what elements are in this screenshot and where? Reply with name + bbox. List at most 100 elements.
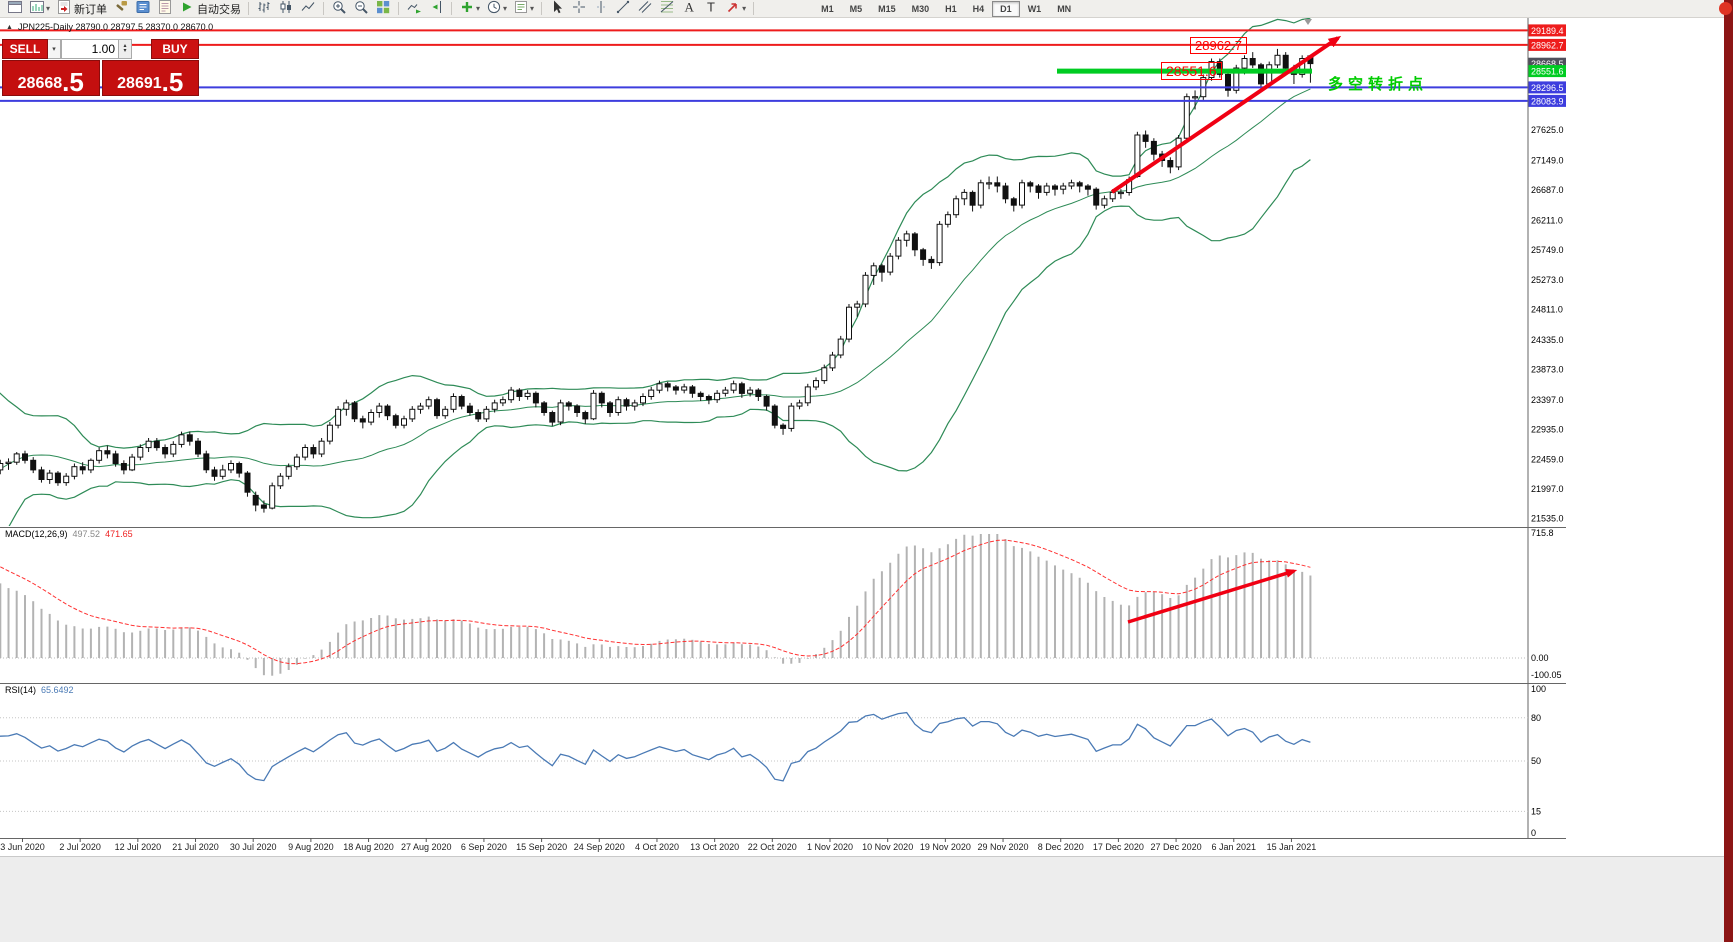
svg-text:24811.0: 24811.0: [1531, 305, 1563, 315]
timeframe-m5[interactable]: M5: [849, 3, 863, 14]
zoom-out-button[interactable]: [350, 0, 372, 17]
toolbar-separator: [753, 2, 755, 15]
timeframe-mn[interactable]: MN: [1057, 3, 1072, 14]
chart-shift-button[interactable]: [425, 0, 447, 17]
timeframe-h1[interactable]: H1: [945, 3, 957, 14]
svg-text:28296.5: 28296.5: [1531, 83, 1564, 93]
trend-arrow-macd[interactable]: [1127, 569, 1298, 624]
new-chart-button[interactable]: ▾: [26, 0, 53, 17]
timeframe-w1[interactable]: W1: [1027, 3, 1042, 14]
label-icon: T: [703, 0, 719, 18]
toolbar-separator: [398, 2, 400, 15]
svg-text:9 Aug 2020: 9 Aug 2020: [288, 842, 334, 852]
timeframe-h4[interactable]: H4: [972, 3, 985, 14]
svg-text:21535.0: 21535.0: [1531, 514, 1564, 524]
candlestick-series: [0, 48, 1314, 513]
channel-button[interactable]: [634, 0, 656, 17]
indicators-icon: [459, 0, 475, 18]
svg-text:A: A: [685, 0, 695, 15]
svg-text:80: 80: [1531, 713, 1541, 723]
svg-text:27 Aug 2020: 27 Aug 2020: [401, 842, 452, 852]
toolbar-separator: [541, 2, 543, 15]
svg-text:22459.0: 22459.0: [1531, 455, 1564, 465]
tile-windows-button[interactable]: [372, 0, 394, 17]
svg-text:13 Oct 2020: 13 Oct 2020: [690, 842, 739, 852]
new-order-icon: [56, 0, 72, 18]
svg-text:15 Jan 2021: 15 Jan 2021: [1267, 842, 1317, 852]
svg-text:28551.6: 28551.6: [1531, 67, 1564, 77]
new-order-button[interactable]: 新订单: [53, 0, 110, 17]
svg-text:24 Sep 2020: 24 Sep 2020: [574, 842, 625, 852]
dropdown-arrow-icon[interactable]: ▾: [503, 4, 508, 13]
candle-chart-button[interactable]: [275, 0, 297, 17]
lot-size-input[interactable]: [61, 39, 119, 59]
chart-shift-icon: [428, 0, 444, 18]
dropdown-arrow-icon[interactable]: ▾: [46, 4, 51, 13]
periods-button[interactable]: ▾: [483, 0, 510, 17]
svg-text:27149.0: 27149.0: [1531, 156, 1564, 166]
svg-text:50: 50: [1531, 756, 1541, 766]
zoom-in-button[interactable]: [328, 0, 350, 17]
dropdown-arrow-icon[interactable]: ▾: [530, 4, 535, 13]
toolbar-separator: [323, 2, 325, 15]
svg-text:10 Nov 2020: 10 Nov 2020: [862, 842, 913, 852]
sell-price-fraction: .5: [62, 66, 84, 97]
expert-advisors-button[interactable]: [110, 0, 132, 17]
line-chart-button[interactable]: [297, 0, 319, 17]
stepper-up-icon: ▴: [123, 43, 127, 49]
svg-text:23873.0: 23873.0: [1531, 365, 1564, 375]
buy-button[interactable]: BUY: [151, 39, 199, 59]
fibonacci-button[interactable]: [656, 0, 678, 17]
lot-stepper[interactable]: ▴ ▾: [119, 39, 132, 59]
label-button[interactable]: T: [700, 0, 722, 17]
order-type-dropdown[interactable]: ▾: [48, 39, 61, 59]
rsi-panel: [0, 711, 1528, 812]
auto-scroll-button[interactable]: [403, 0, 425, 17]
vline-button[interactable]: [590, 0, 612, 17]
svg-text:0.00: 0.00: [1531, 653, 1549, 663]
svg-text:19 Nov 2020: 19 Nov 2020: [920, 842, 971, 852]
autotrading-button[interactable]: 自动交易: [176, 0, 244, 17]
sell-price-display[interactable]: 28668.5: [2, 60, 100, 96]
templates-button[interactable]: ▾: [510, 0, 537, 17]
chart-shift-marker[interactable]: [1304, 19, 1312, 25]
svg-text:27625.0: 27625.0: [1531, 125, 1564, 135]
axes: 27625.0 27149.0 26687.0 26211.0 25749.0 25273…: [0, 17, 1566, 839]
svg-text:30 Jul 2020: 30 Jul 2020: [230, 842, 277, 852]
sell-button[interactable]: SELL: [2, 39, 48, 59]
buy-price-display[interactable]: 28691.5: [101, 60, 199, 96]
text-button[interactable]: A: [678, 0, 700, 17]
notification-badge[interactable]: [1719, 2, 1732, 15]
rsi-name: RSI(14): [5, 685, 37, 695]
svg-text:27 Dec 2020: 27 Dec 2020: [1151, 842, 1202, 852]
bar-chart-button[interactable]: [253, 0, 275, 17]
timeframe-m30[interactable]: M30: [911, 3, 930, 14]
indicators-button[interactable]: ▾: [456, 0, 483, 17]
scripts-button[interactable]: [154, 0, 176, 17]
window-button[interactable]: [4, 0, 26, 17]
time-axis: 3 Jun 2020 2 Jul 2020 12 Jul 2020 21 Jul 20…: [0, 838, 1316, 852]
crosshair-button[interactable]: [568, 0, 590, 17]
line-chart-icon: [300, 0, 316, 18]
fibonacci-icon: [659, 0, 675, 18]
horizontal-levels[interactable]: 29189.428962.728668.528551.628296.528083…: [0, 24, 1566, 107]
cursor-button[interactable]: [546, 0, 568, 17]
turning-point-annotation[interactable]: 多空转折点: [1328, 76, 1429, 93]
market-watch-button[interactable]: [132, 0, 154, 17]
price-annotation-28962[interactable]: 28962.7: [1190, 37, 1247, 54]
dropdown-arrow-icon[interactable]: ▾: [476, 4, 481, 13]
timeframe-m15[interactable]: M15: [878, 3, 896, 14]
timeframe-m1[interactable]: M1: [821, 3, 834, 14]
macd-signal-value: 471.65: [105, 529, 133, 539]
price-annotation-28551[interactable]: 28551.6: [1161, 62, 1222, 80]
dropdown-arrow-icon[interactable]: ▾: [742, 4, 747, 13]
collapse-panel-icon[interactable]: ▲: [6, 23, 13, 31]
trendline-button[interactable]: [612, 0, 634, 17]
trend-arrow-main[interactable]: [1110, 35, 1342, 194]
crosshair-icon: [571, 0, 587, 18]
arrows-button[interactable]: ▾: [722, 0, 749, 17]
svg-text:28083.9: 28083.9: [1531, 96, 1564, 106]
timeframe-d1[interactable]: D1: [992, 0, 1020, 17]
vertical-scrollbar[interactable]: [1724, 0, 1733, 942]
